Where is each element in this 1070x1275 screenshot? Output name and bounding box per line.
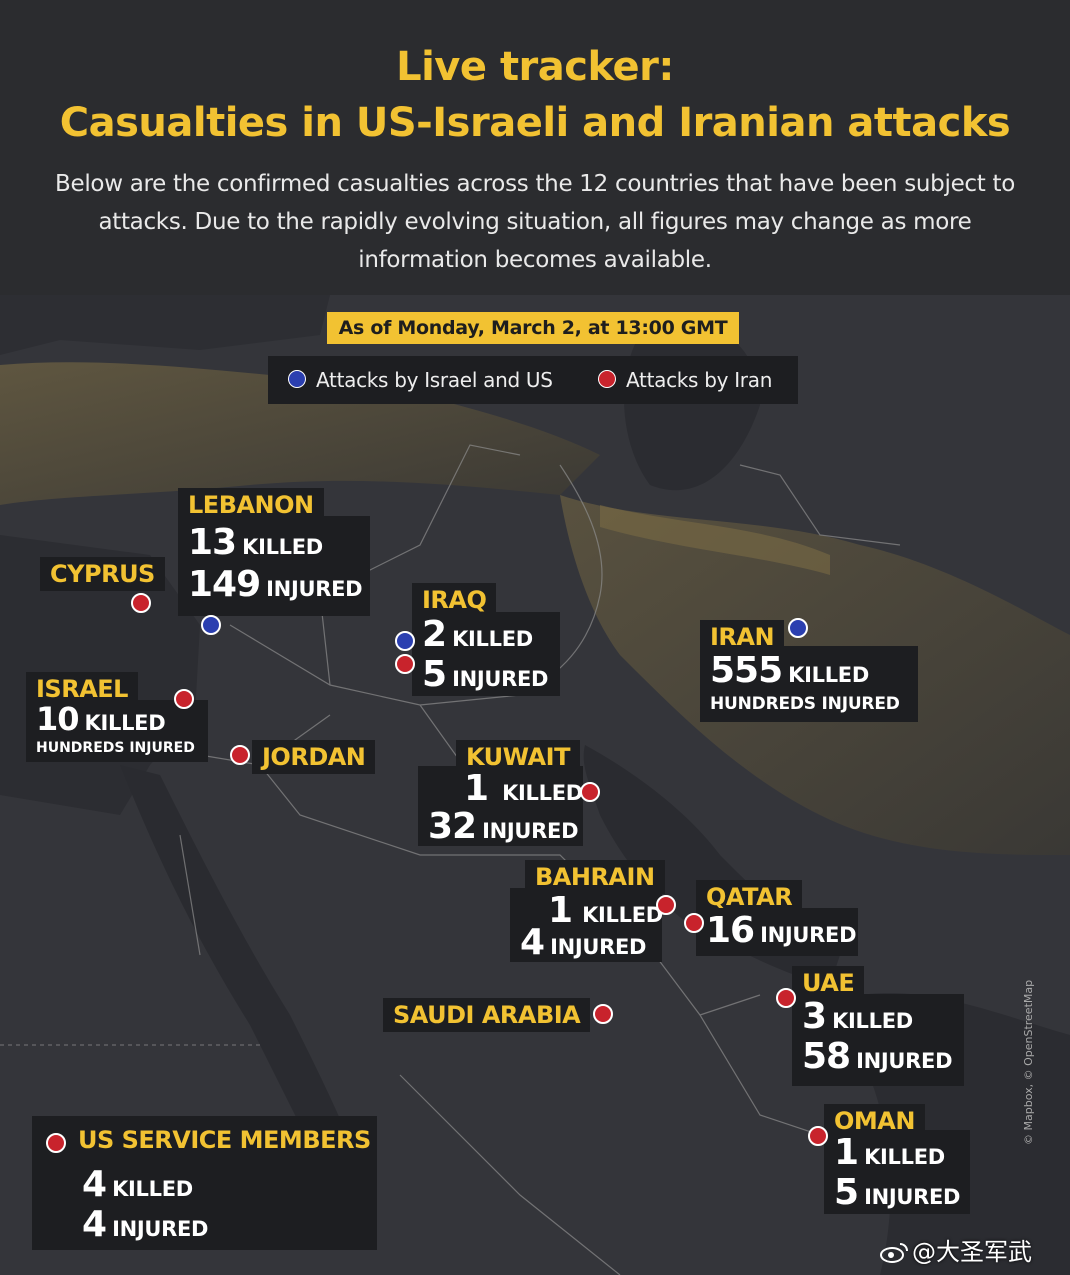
marker-uae[interactable]: [776, 988, 796, 1008]
box-oman: 1 KILLED 5 INJURED: [824, 1130, 970, 1214]
lebanon-injured-num: 149: [188, 564, 261, 605]
kuwait-injured-num: 32: [428, 806, 477, 847]
marker-kuwait[interactable]: [580, 782, 600, 802]
black-sea: [0, 295, 330, 355]
box-uae: 3 KILLED 58 INJURED: [792, 994, 964, 1086]
date-badge: As of Monday, March 2, at 13:00 GMT: [327, 312, 739, 344]
box-iraq: 2 KILLED 5 INJURED: [412, 612, 560, 696]
kuwait-killed-num: 1: [464, 768, 489, 809]
iran-injured-text: HUNDREDS INJURED: [710, 694, 900, 714]
header: Live tracker: Casualties in US-Israeli a…: [0, 0, 1070, 295]
box-lebanon: 13 KILLED 149 INJURED: [178, 516, 370, 616]
marker-jordan[interactable]: [230, 745, 250, 765]
qatar-injured-num: 16: [706, 910, 755, 951]
qatar-injured-word: INJURED: [760, 923, 857, 947]
iran-killed-word: KILLED: [788, 663, 869, 687]
legend-blue-label: Attacks by Israel and US: [316, 368, 553, 392]
box-qatar: 16 INJURED: [696, 908, 858, 956]
box-us-service-members: US SERVICE MEMBERS 4 KILLED 4 INJURED: [32, 1116, 377, 1250]
iraq-injured-num: 5: [422, 654, 447, 695]
uae-killed-num: 3: [802, 996, 827, 1037]
box-kuwait: 1 KILLED 32 INJURED: [418, 766, 583, 847]
alborz-terrain: [600, 505, 830, 575]
iran-killed-num: 555: [710, 650, 783, 691]
iraq-killed-word: KILLED: [452, 627, 533, 651]
oman-injured-word: INJURED: [864, 1185, 961, 1209]
marker-bahrain[interactable]: [656, 895, 676, 915]
oman-killed-num: 1: [834, 1132, 859, 1173]
uae-injured-word: INJURED: [856, 1049, 953, 1073]
map-credit: © Mapbox, © OpenStreetMap: [1022, 979, 1035, 1145]
uae-injured-num: 58: [802, 1036, 851, 1077]
bahrain-injured-word: INJURED: [550, 935, 647, 959]
us-injured-word: INJURED: [112, 1217, 209, 1241]
marker-oman[interactable]: [808, 1126, 828, 1146]
legend-red-dot: [598, 370, 616, 388]
marker-saudi-arabia[interactable]: [593, 1004, 613, 1024]
watermark-text: @大圣军武: [912, 1238, 1032, 1266]
box-iran: 555 KILLED HUNDREDS INJURED: [700, 646, 918, 722]
weibo-icon: [880, 1243, 908, 1263]
us-injured-num: 4: [82, 1204, 107, 1245]
lebanon-killed-num: 13: [188, 522, 237, 563]
legend: Attacks by Israel and US Attacks by Iran: [268, 356, 798, 404]
label-iraq: IRAQ: [412, 583, 497, 617]
title-line-1: Live tracker:: [396, 44, 674, 90]
label-saudi-arabia: SAUDI ARABIA: [383, 998, 591, 1032]
box-bahrain: 1 KILLED 4 INJURED: [510, 888, 663, 963]
us-service-members-title: US SERVICE MEMBERS: [78, 1126, 371, 1154]
lebanon-killed-word: KILLED: [242, 535, 323, 559]
oman-injured-num: 5: [834, 1172, 859, 1213]
israel-killed-word: KILLED: [84, 711, 166, 735]
iraq-injured-word: INJURED: [452, 667, 549, 691]
bahrain-injured-num: 4: [520, 922, 545, 963]
bahrain-killed-word: KILLED: [582, 903, 663, 927]
anatolia-terrain: [0, 362, 600, 505]
us-killed-num: 4: [82, 1164, 107, 1205]
us-killed-word: KILLED: [112, 1177, 193, 1201]
box-israel: 10 KILLED HUNDREDS INJURED: [26, 700, 208, 762]
iraq-killed-num: 2: [422, 614, 447, 655]
label-jordan: JORDAN: [252, 740, 376, 774]
oman-killed-word: KILLED: [864, 1145, 945, 1169]
red-sea: [120, 765, 370, 1205]
title-line-2: Casualties in US-Israeli and Iranian att…: [59, 100, 1011, 146]
bahrain-killed-num: 1: [548, 890, 573, 931]
lebanon-injured-word: INJURED: [266, 577, 363, 601]
marker-iran[interactable]: [788, 618, 808, 638]
label-cyprus: CYPRUS: [40, 557, 165, 591]
marker-cyprus[interactable]: [131, 593, 151, 613]
uae-killed-word: KILLED: [832, 1009, 913, 1033]
marker-qatar[interactable]: [684, 913, 704, 933]
marker-us-service-members[interactable]: [46, 1133, 66, 1153]
legend-red-label: Attacks by Iran: [626, 368, 773, 392]
israel-killed-num: 10: [36, 700, 80, 738]
subtitle: Below are the confirmed casualties acros…: [55, 171, 1015, 273]
israel-injured-text: HUNDREDS INJURED: [36, 740, 195, 756]
kuwait-injured-word: INJURED: [482, 819, 579, 843]
marker-israel[interactable]: [174, 689, 194, 709]
marker-lebanon[interactable]: [201, 615, 221, 635]
marker-iraq-red[interactable]: [395, 654, 415, 674]
legend-blue-dot: [288, 370, 306, 388]
watermark: @大圣军武: [880, 1232, 1032, 1267]
marker-iraq-blue[interactable]: [395, 631, 415, 651]
kuwait-killed-word: KILLED: [502, 781, 583, 805]
caspian-sea: [623, 323, 760, 491]
